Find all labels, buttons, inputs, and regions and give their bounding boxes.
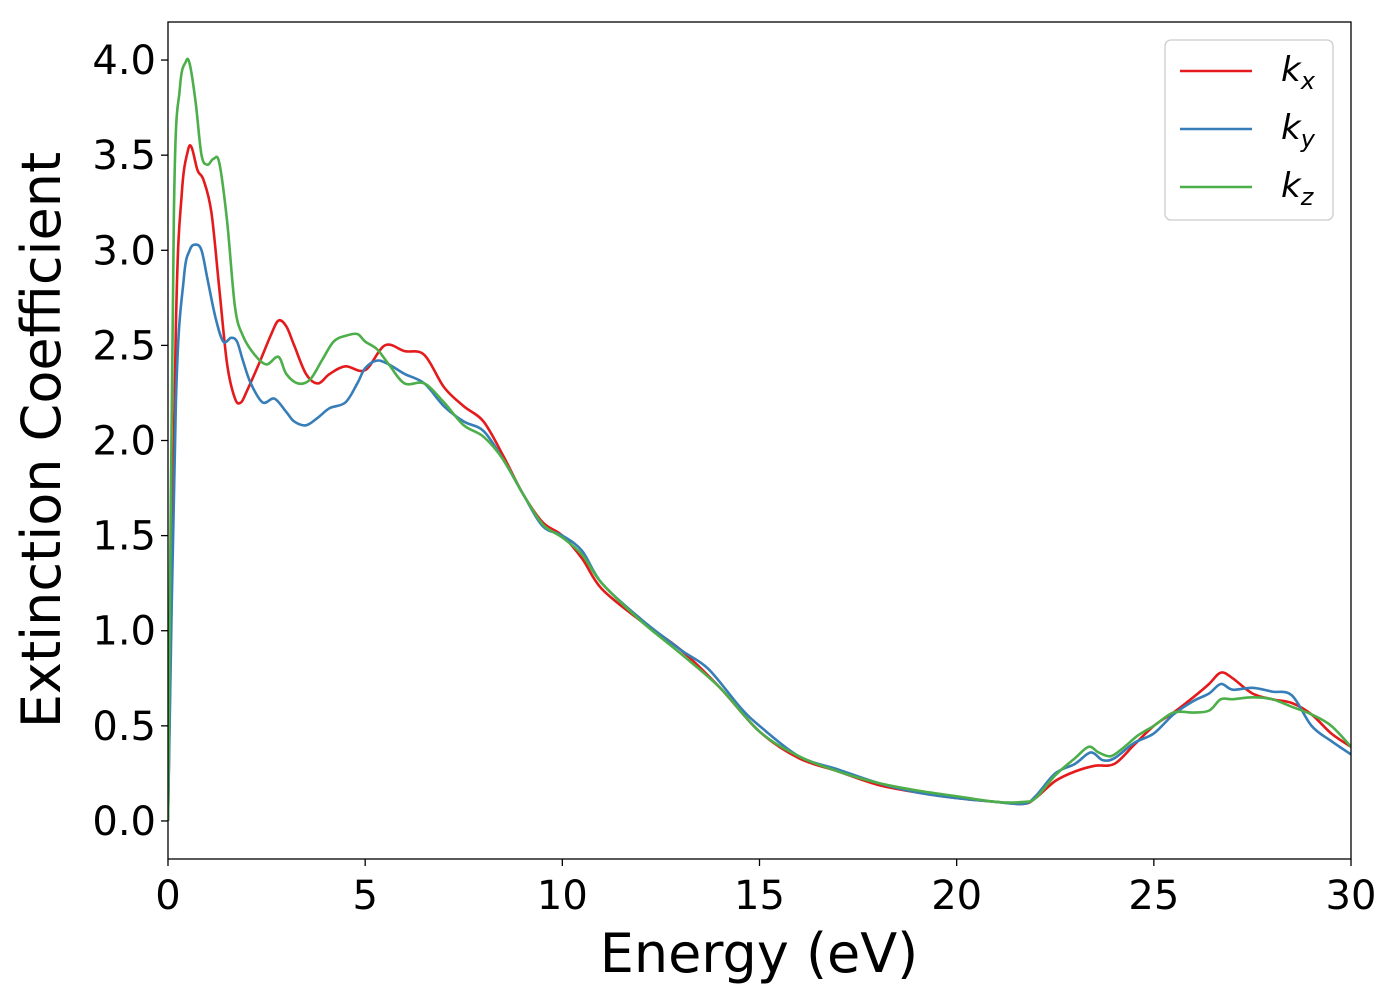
x-tick-label: 15	[734, 873, 785, 919]
x-tick-label: 30	[1326, 873, 1377, 919]
legend: kx ky kz	[1164, 39, 1334, 221]
x-axis-ticks: 0 5 10 15 20 25 30	[155, 859, 1376, 919]
y-tick-label: 1.5	[92, 514, 156, 560]
series-line-kx	[168, 144, 1351, 821]
legend-item-ky: ky	[1180, 108, 1316, 153]
legend-label: kz	[1281, 166, 1315, 211]
y-tick-label: 3.5	[92, 133, 156, 179]
legend-label: ky	[1281, 108, 1316, 153]
y-tick-label: 3.0	[92, 228, 156, 274]
x-tick-label: 25	[1128, 873, 1179, 919]
y-tick-label: 0.5	[92, 704, 156, 750]
y-axis-ticks: 0.0 0.5 1.0 1.5 2.0 2.5 3.0 3.5 4.0	[92, 38, 168, 845]
series-line-kz	[168, 57, 1351, 821]
legend-item-kz: kz	[1180, 166, 1315, 211]
y-tick-label: 1.0	[92, 609, 156, 655]
x-tick-label: 0	[155, 873, 180, 919]
x-tick-label: 10	[537, 873, 588, 919]
x-tick-label: 20	[931, 873, 982, 919]
series-layer	[168, 57, 1351, 821]
legend-item-kx: kx	[1180, 50, 1316, 95]
x-axis-title: Energy (eV)	[600, 922, 919, 985]
y-tick-label: 2.5	[92, 323, 156, 369]
y-axis-title: Extinction Coefficient	[10, 152, 73, 728]
y-tick-label: 2.0	[92, 419, 156, 465]
y-tick-label: 4.0	[92, 38, 156, 84]
legend-label: kx	[1281, 50, 1316, 95]
y-tick-label: 0.0	[92, 799, 156, 845]
series-line-ky	[168, 243, 1351, 821]
x-tick-label: 5	[352, 873, 377, 919]
